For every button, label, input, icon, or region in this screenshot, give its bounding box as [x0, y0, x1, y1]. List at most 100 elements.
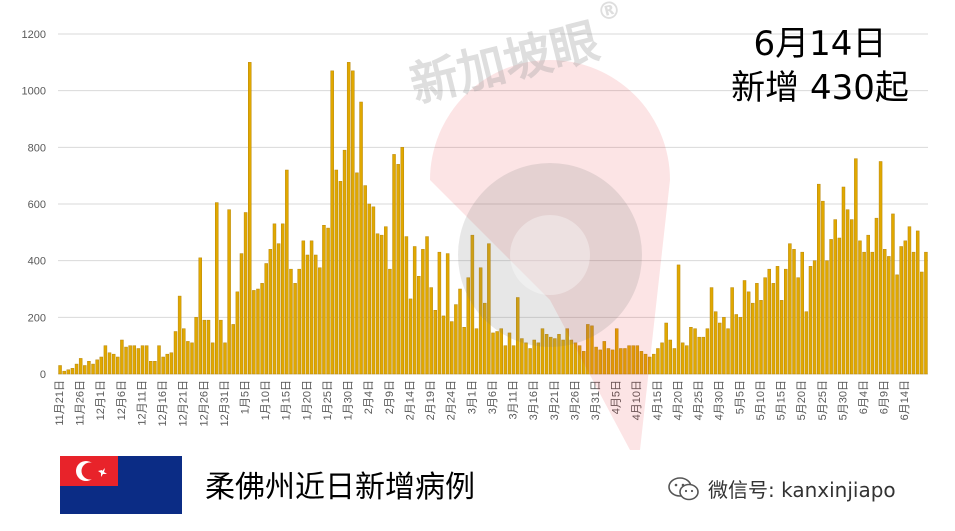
bar: [627, 345, 631, 375]
bar: [408, 298, 413, 375]
bar: [388, 268, 392, 375]
x-tick-label: 5月5日: [734, 380, 746, 414]
bar: [833, 219, 837, 375]
y-tick-label: 400: [28, 256, 46, 268]
bar: [915, 230, 920, 375]
bar: [635, 345, 640, 375]
bar: [91, 363, 95, 375]
bar: [722, 317, 726, 375]
bar: [643, 353, 648, 375]
bar: [429, 287, 433, 375]
bar: [136, 348, 141, 375]
bar: [256, 288, 260, 375]
bar: [746, 291, 751, 375]
bar: [462, 327, 466, 375]
bar: [338, 181, 343, 375]
bar: [483, 302, 487, 375]
x-tick-label: 1月25日: [322, 380, 334, 420]
bar: [305, 254, 310, 375]
bar: [594, 346, 598, 375]
x-tick-label: 5月20日: [796, 380, 808, 420]
x-tick-label: 12月31日: [219, 380, 231, 426]
bar: [70, 368, 75, 375]
bar: [804, 311, 809, 375]
bar: [87, 361, 91, 375]
bar: [808, 266, 813, 375]
bar: [425, 236, 429, 375]
bar: [763, 277, 767, 375]
bar: [845, 209, 850, 375]
bar: [854, 158, 858, 375]
wechat-id: 微信号: kanxinjiapo: [668, 474, 896, 503]
bar: [767, 268, 771, 375]
bar: [384, 226, 388, 375]
bar: [870, 251, 875, 375]
x-tick-label: 12月6日: [116, 380, 128, 420]
bar: [285, 169, 289, 375]
bar: [759, 300, 763, 375]
bar: [202, 319, 207, 375]
x-tick-label: 12月16日: [157, 380, 169, 426]
bar: [561, 339, 565, 375]
bar: [664, 322, 668, 375]
bar: [367, 203, 372, 375]
bar: [206, 319, 211, 375]
bar: [656, 348, 660, 375]
bar: [417, 276, 421, 375]
x-tick-label: 11月26日: [75, 380, 87, 426]
chart-subtitle: 柔佛州近日新增病例: [205, 470, 475, 505]
y-tick-label: 800: [28, 142, 46, 154]
bar: [276, 243, 281, 375]
bar: [610, 349, 615, 375]
bar: [445, 253, 450, 375]
bar: [62, 370, 66, 375]
bar: [194, 317, 198, 375]
bar: [524, 342, 528, 375]
bar: [421, 249, 425, 375]
bar: [507, 332, 512, 375]
bar: [866, 234, 870, 375]
wechat-label: 微信号: kanxinjiapo: [708, 478, 896, 502]
bar: [829, 239, 833, 375]
bar: [322, 225, 326, 375]
x-tick-label: 1月10日: [260, 380, 272, 420]
bar: [182, 328, 186, 375]
x-tick-label: 4月25日: [693, 380, 705, 420]
bar: [478, 267, 483, 375]
bar: [849, 219, 854, 375]
bar: [83, 365, 87, 375]
bar: [330, 70, 334, 375]
bar: [825, 260, 829, 375]
bar: [730, 287, 734, 375]
headline-count: 新增 430起: [731, 68, 909, 108]
bar: [619, 348, 623, 375]
bar: [680, 342, 685, 375]
x-tick-label: 1月15日: [281, 380, 293, 420]
bar: [346, 62, 351, 375]
bar: [685, 345, 689, 375]
bar: [280, 223, 285, 375]
bar: [709, 287, 714, 375]
bar: [120, 339, 124, 375]
bar: [924, 251, 928, 375]
bar: [598, 349, 602, 375]
bar: [186, 341, 190, 375]
gridlines: [58, 33, 928, 375]
bar: [144, 345, 149, 375]
bar: [639, 351, 644, 375]
bar: [157, 345, 161, 375]
x-tick-label: 2月24日: [446, 380, 458, 420]
bar: [812, 260, 817, 375]
bar: [614, 328, 619, 375]
bar: [516, 297, 520, 375]
bar: [412, 246, 417, 375]
bar: [239, 253, 244, 375]
x-tick-label: 12月11日: [136, 380, 148, 426]
bar: [313, 254, 318, 375]
bar: [660, 342, 664, 375]
bar: [297, 268, 301, 375]
bar: [532, 339, 536, 375]
bar: [223, 342, 227, 375]
bar: [676, 264, 681, 375]
